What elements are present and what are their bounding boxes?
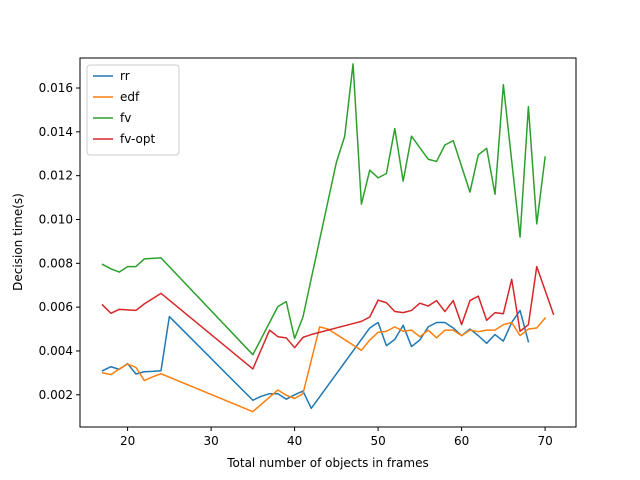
x-tick-label: 40 (287, 434, 302, 448)
y-tick-label: 0.016 (39, 81, 73, 95)
x-tick-label: 70 (537, 434, 552, 448)
x-tick-label: 30 (203, 434, 218, 448)
legend-box (86, 64, 180, 156)
y-tick-label: 0.004 (39, 344, 73, 358)
series-line-fv-opt (101, 265, 555, 370)
plot-frame (79, 57, 577, 428)
x-axis-label: Total number of objects in frames (226, 456, 429, 470)
series-layer (101, 63, 555, 413)
y-tick-label: 0.006 (39, 300, 73, 314)
y-tick-label: 0.014 (39, 125, 73, 139)
legend-label-edf: edf (120, 90, 140, 104)
y-axis-label: Decision time(s) (11, 193, 25, 291)
series-line-edf (101, 317, 547, 413)
x-tick-label: 20 (120, 434, 135, 448)
x-tick-label: 50 (370, 434, 385, 448)
y-axis: 0.002 0.004 0.006 0.008 0.010 0.012 0.014 0.016 (39, 81, 80, 402)
series-line-rr (101, 309, 530, 410)
y-tick-label: 0.008 (39, 256, 73, 270)
x-axis: 20 30 40 50 60 70 (120, 427, 553, 448)
y-tick-label: 0.002 (39, 388, 73, 402)
legend: rr edf fv fv-opt (86, 64, 180, 156)
y-tick-label: 0.010 (39, 212, 73, 226)
y-tick-label: 0.012 (39, 169, 73, 183)
series-line-fv (101, 63, 546, 356)
x-tick-label: 60 (454, 434, 469, 448)
legend-label-fv: fv (120, 111, 131, 125)
legend-label-rr: rr (120, 69, 130, 83)
legend-label-fv-opt: fv-opt (120, 132, 156, 146)
